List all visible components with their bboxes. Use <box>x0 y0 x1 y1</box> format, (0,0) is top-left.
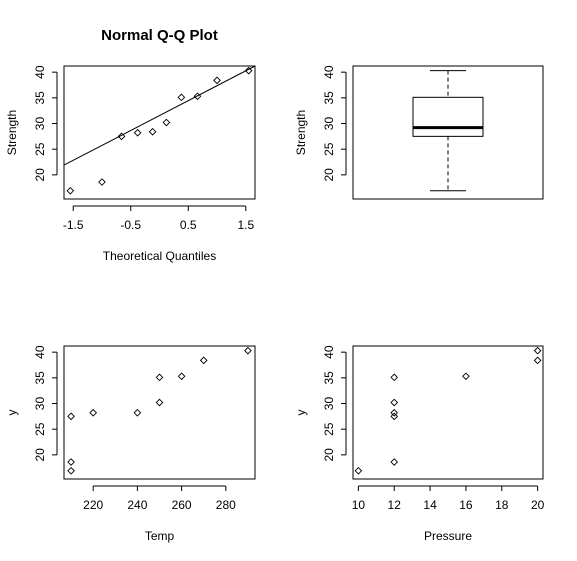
x-axis-label: Theoretical Quantiles <box>103 249 216 263</box>
data-point <box>244 346 252 355</box>
y-tick-label: 20 <box>322 168 336 182</box>
data-point <box>133 128 142 137</box>
data-point <box>148 127 157 136</box>
data-point <box>390 398 399 407</box>
data-point <box>67 412 75 421</box>
data-point <box>155 373 164 382</box>
y-tick-label: 20 <box>322 448 336 462</box>
x-axis: -1.5 -0.5 0.5 1.5 <box>63 205 254 232</box>
data-point <box>177 372 186 381</box>
data-point <box>89 408 98 417</box>
panel-2: 20 25 30 35 40 Strength <box>294 65 544 200</box>
y-axis-label: Strength <box>5 110 19 155</box>
y-axis: 20 25 30 35 40 <box>322 65 347 182</box>
x-tick-label: -1.5 <box>63 218 84 232</box>
y-tick-label: 25 <box>33 142 47 156</box>
y-axis-label: Strength <box>294 110 308 155</box>
y-axis-label: y <box>294 410 308 416</box>
plot-frame <box>352 65 544 200</box>
data-point <box>98 178 106 186</box>
data-point <box>177 93 186 102</box>
x-axis: 10 12 14 16 18 20 <box>352 485 545 512</box>
data-point <box>390 408 399 417</box>
x-tick-label: 20 <box>531 498 545 512</box>
y-tick-label: 30 <box>33 397 47 411</box>
panel-4: 20 25 30 35 40 y 10 12 14 16 18 20 Pressure <box>294 345 545 543</box>
data-point <box>67 458 75 466</box>
data-point <box>533 346 542 355</box>
y-tick-label: 40 <box>33 65 47 79</box>
x-tick-label: 14 <box>423 498 437 512</box>
data-point <box>390 458 399 466</box>
y-tick-label: 35 <box>322 91 336 105</box>
data-point <box>533 356 542 365</box>
data-point <box>66 186 75 195</box>
data-point <box>462 372 470 381</box>
y-tick-label: 40 <box>322 345 336 359</box>
y-tick-label: 25 <box>322 422 336 436</box>
data-point <box>199 356 208 365</box>
y-tick-label: 40 <box>33 345 47 359</box>
y-tick-label: 40 <box>322 65 336 79</box>
y-tick-label: 20 <box>33 168 47 182</box>
y-tick-label: 30 <box>322 397 336 411</box>
data-point <box>193 92 202 101</box>
data-point <box>155 398 164 407</box>
y-axis-label: y <box>5 410 19 416</box>
y-axis: 20 25 30 35 40 <box>33 65 58 182</box>
x-axis-label: Temp <box>145 529 175 543</box>
x-tick-label: 260 <box>172 498 192 512</box>
data-point <box>354 466 363 475</box>
y-tick-label: 25 <box>33 422 47 436</box>
x-axis: 220 240 260 280 <box>83 485 236 512</box>
plot-frame <box>352 345 544 480</box>
x-tick-label: 1.5 <box>237 218 254 232</box>
x-tick-label: 18 <box>495 498 509 512</box>
plot-frame <box>63 345 256 480</box>
data-point <box>244 66 253 75</box>
x-tick-label: 280 <box>216 498 236 512</box>
y-tick-label: 30 <box>33 117 47 131</box>
y-axis: 20 25 30 35 40 <box>322 345 347 462</box>
y-axis: 20 25 30 35 40 <box>33 345 58 462</box>
data-point <box>67 466 75 475</box>
y-tick-label: 30 <box>322 117 336 131</box>
panel-3: 20 25 30 35 40 y 220 240 260 280 Temp <box>5 345 256 543</box>
x-tick-label: 10 <box>352 498 366 512</box>
data-point <box>162 118 171 127</box>
y-tick-label: 20 <box>33 448 47 462</box>
chart-title: Normal Q-Q Plot <box>101 27 218 44</box>
x-tick-label: 0.5 <box>180 218 197 232</box>
data-point <box>133 408 142 417</box>
x-tick-label: -0.5 <box>120 218 141 232</box>
y-tick-label: 35 <box>33 371 47 385</box>
box-iqr <box>412 96 484 137</box>
panel-1: Normal Q-Q Plot 20 25 30 35 40 Strength -1.5 -0.… <box>5 27 256 263</box>
plot-frame <box>63 65 256 200</box>
y-tick-label: 35 <box>322 371 336 385</box>
x-tick-label: 12 <box>388 498 402 512</box>
qq-reference-line <box>63 65 256 166</box>
y-tick-label: 25 <box>322 142 336 156</box>
x-tick-label: 16 <box>459 498 473 512</box>
x-tick-label: 220 <box>83 498 103 512</box>
data-point <box>390 373 399 382</box>
data-point <box>390 412 399 421</box>
y-tick-label: 35 <box>33 91 47 105</box>
x-axis-label: Pressure <box>424 529 472 543</box>
x-tick-label: 240 <box>127 498 147 512</box>
data-point <box>117 132 126 141</box>
data-point <box>213 76 221 85</box>
